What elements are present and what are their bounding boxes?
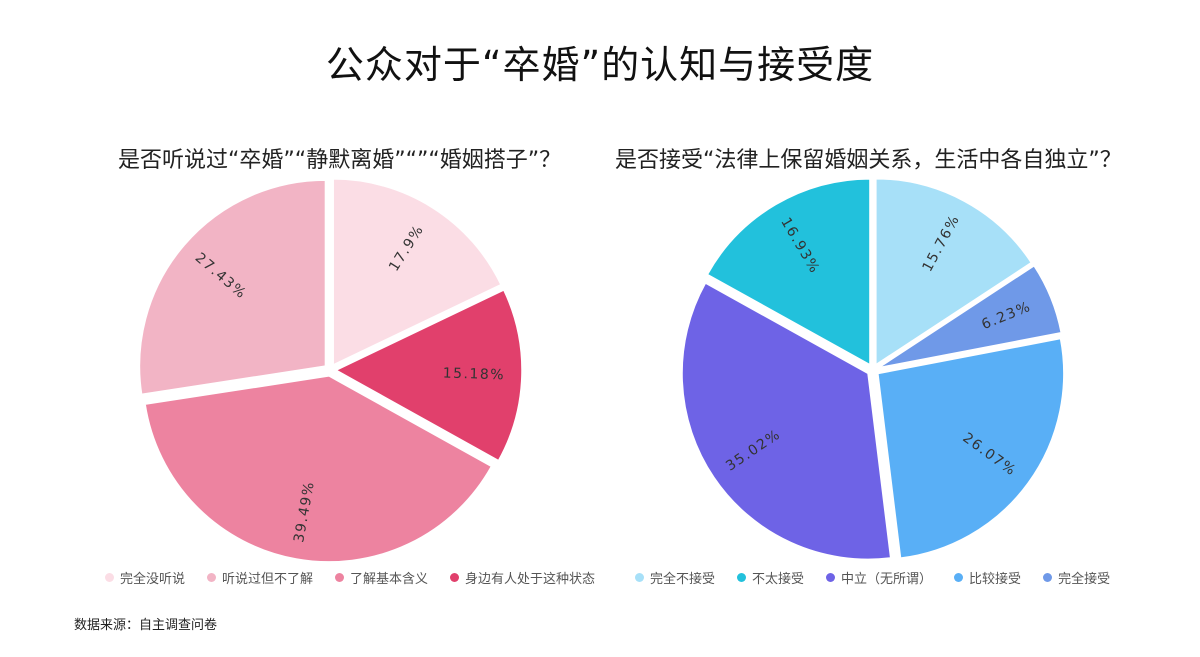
data-source-note: 数据来源：自主调查问卷 — [74, 618, 218, 633]
awareness-slice-2[interactable] — [138, 179, 327, 396]
acceptance-legend-label-4: 比较接受 — [969, 572, 1022, 587]
legend-dot-icon — [450, 573, 460, 582]
legend-acceptance: 完全不接受 不太接受 中立（无所谓） 比较接受 完全接受 — [635, 568, 1110, 587]
legend-dot-icon — [635, 573, 644, 582]
awareness-legend-label-2: 听说过但不了解 — [222, 572, 314, 587]
awareness-slice-1[interactable] — [332, 178, 502, 366]
awareness-legend-label-3: 了解基本含义 — [350, 572, 429, 587]
acceptance-slice-5[interactable] — [877, 264, 1062, 369]
acceptance-slice-3[interactable] — [681, 282, 892, 561]
acceptance-slice-4[interactable] — [877, 337, 1065, 559]
acceptance-legend-item-2[interactable]: 不太接受 — [737, 568, 804, 587]
awareness-slice-4[interactable] — [335, 289, 523, 462]
awareness-legend-item-2[interactable]: 听说过但不了解 — [207, 568, 313, 587]
acceptance-legend-item-1[interactable]: 完全不接受 — [635, 568, 715, 587]
awareness-legend-item-3[interactable]: 了解基本含义 — [335, 568, 428, 587]
awareness-legend-label-1: 完全没听说 — [120, 572, 186, 587]
awareness-legend-label-4: 身边有人处于这种状态 — [465, 572, 596, 587]
awareness-slice-label-4: 15.18% — [443, 365, 506, 383]
acceptance-legend-item-5[interactable]: 完全接受 — [1043, 568, 1110, 587]
chart-title-awareness: 是否听说过“卒婚”“静默离婚”“”“婚姻搭子”？ — [118, 148, 562, 173]
acceptance-legend-label-1: 完全不接受 — [650, 572, 716, 587]
acceptance-legend-item-3[interactable]: 中立（无所谓） — [826, 568, 932, 587]
legend-dot-icon — [737, 573, 747, 582]
legend-awareness: 完全没听说 听说过但不了解 了解基本含义 身边有人处于这种状态 — [105, 568, 595, 587]
legend-dot-icon — [335, 573, 345, 582]
acceptance-legend-label-5: 完全接受 — [1058, 572, 1111, 587]
legend-dot-icon — [826, 573, 836, 582]
acceptance-legend-label-2: 不太接受 — [752, 572, 805, 587]
page-title: 公众对于“卒婚”的认知与接受度 — [325, 43, 875, 87]
pie-chart-awareness: 17.9%15.18%39.49%27.43% — [138, 178, 523, 563]
chart-title-acceptance: 是否接受“法律上保留婚姻关系，生活中各自独立”？ — [615, 148, 1122, 173]
legend-dot-icon — [954, 573, 964, 582]
acceptance-slice-1[interactable] — [875, 177, 1033, 366]
acceptance-legend-item-4[interactable]: 比较接受 — [954, 568, 1021, 587]
legend-dot-icon — [105, 573, 114, 582]
awareness-legend-item-4[interactable]: 身边有人处于这种状态 — [450, 568, 595, 587]
legend-dot-icon — [207, 573, 217, 582]
awareness-legend-item-1[interactable]: 完全没听说 — [105, 568, 185, 587]
legend-dot-icon — [1043, 573, 1053, 582]
acceptance-slice-2[interactable] — [706, 178, 871, 366]
awareness-slice-3[interactable] — [144, 375, 493, 563]
pie-chart-acceptance: 15.76%6.23%26.07%35.02%16.93% — [681, 177, 1065, 561]
acceptance-legend-label-3: 中立（无所谓） — [841, 572, 933, 587]
